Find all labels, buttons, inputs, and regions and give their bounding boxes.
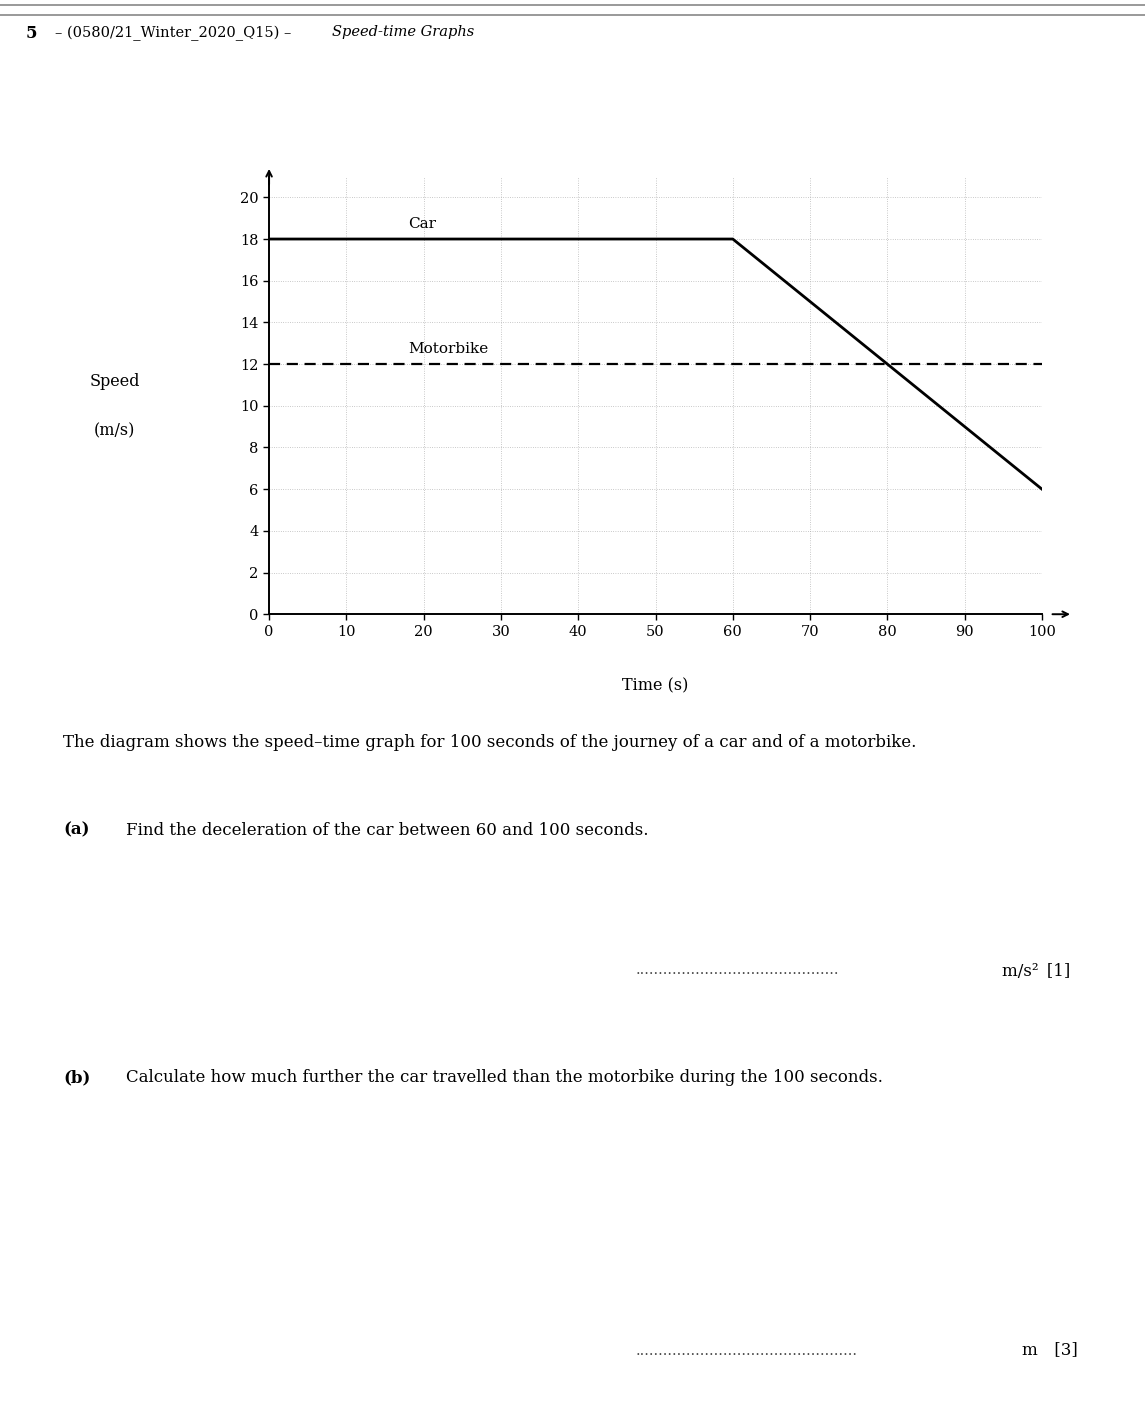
Text: Motorbike: Motorbike bbox=[408, 342, 489, 356]
Text: (m/s): (m/s) bbox=[94, 422, 135, 439]
Text: Car: Car bbox=[408, 216, 436, 230]
Text: Speed: Speed bbox=[89, 373, 140, 390]
Text: Find the deceleration of the car between 60 and 100 seconds.: Find the deceleration of the car between… bbox=[126, 822, 648, 839]
Text: The diagram shows the speed–time graph for 100 seconds of the journey of a car a: The diagram shows the speed–time graph f… bbox=[63, 734, 916, 751]
Text: 5: 5 bbox=[25, 25, 37, 42]
Text: ............................................: ........................................… bbox=[635, 963, 839, 977]
Text: ................................................: ........................................… bbox=[635, 1344, 858, 1358]
Text: m [3]: m [3] bbox=[1022, 1341, 1079, 1358]
Text: – (0580/21_Winter_2020_Q15) –: – (0580/21_Winter_2020_Q15) – bbox=[55, 25, 291, 41]
Text: (a): (a) bbox=[63, 822, 89, 839]
Text: Time (s): Time (s) bbox=[623, 678, 688, 695]
Text: (b): (b) bbox=[63, 1069, 90, 1086]
Text: Calculate how much further the car travelled than the motorbike during the 100 s: Calculate how much further the car trave… bbox=[126, 1069, 883, 1086]
Text: m/s² [1]: m/s² [1] bbox=[1002, 963, 1071, 980]
Text: Speed-time Graphs: Speed-time Graphs bbox=[332, 25, 474, 40]
